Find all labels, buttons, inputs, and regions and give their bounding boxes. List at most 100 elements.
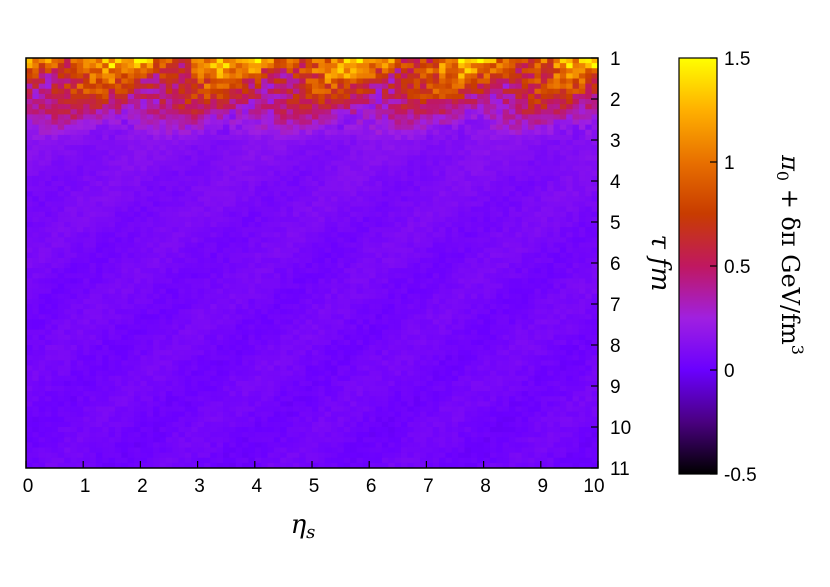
heatmap-cell xyxy=(489,329,497,336)
heatmap-cell xyxy=(566,170,574,177)
heatmap-cell xyxy=(254,109,262,115)
heatmap-cell xyxy=(223,109,230,115)
heatmap-cell xyxy=(114,170,122,177)
heatmap-cell xyxy=(108,247,116,254)
heatmap-cell xyxy=(165,263,173,269)
heatmap-cell xyxy=(292,129,300,136)
heatmap-cell xyxy=(172,134,180,141)
heatmap-cell xyxy=(223,83,230,90)
heatmap-cell xyxy=(191,196,199,203)
heatmap-cell xyxy=(337,329,345,336)
heatmap-cell xyxy=(102,170,110,177)
heatmap-cell xyxy=(153,247,161,254)
heatmap-cell xyxy=(292,222,300,228)
heatmap-cell xyxy=(509,293,516,300)
heatmap-cell xyxy=(140,160,148,167)
heatmap-cell xyxy=(547,319,555,326)
heatmap-cell xyxy=(267,73,275,80)
heatmap-cell xyxy=(45,324,53,331)
heatmap-cell xyxy=(127,319,135,326)
heatmap-cell xyxy=(547,145,555,151)
heatmap-cell xyxy=(299,63,307,69)
heatmap-cell xyxy=(292,58,300,64)
heatmap-cell xyxy=(242,283,250,290)
heatmap-cell xyxy=(184,252,192,259)
heatmap-cell xyxy=(159,237,167,244)
heatmap-cell xyxy=(210,206,218,213)
heatmap-cell xyxy=(95,88,103,95)
heatmap-cell xyxy=(235,339,243,346)
heatmap-cell xyxy=(121,232,129,238)
heatmap-cell xyxy=(458,73,466,80)
heatmap-cell xyxy=(585,129,593,136)
heatmap-cell xyxy=(203,175,211,182)
heatmap-cell xyxy=(553,119,561,126)
heatmap-cell xyxy=(420,273,427,279)
heatmap-cell xyxy=(394,114,402,121)
heatmap-cell xyxy=(305,257,313,264)
heatmap-cell xyxy=(420,196,427,203)
heatmap-cell xyxy=(312,227,319,233)
heatmap-cell xyxy=(210,114,218,121)
heatmap-cell xyxy=(540,134,548,141)
heatmap-cell xyxy=(369,119,377,126)
heatmap-cell xyxy=(572,324,580,331)
heatmap-cell xyxy=(172,175,180,182)
heatmap-cell xyxy=(172,268,180,274)
heatmap-cell xyxy=(64,114,72,121)
heatmap-cell xyxy=(273,314,281,320)
heatmap-cell xyxy=(547,186,555,192)
heatmap-cell xyxy=(127,252,135,259)
heatmap-cell xyxy=(426,263,434,269)
heatmap-cell xyxy=(114,252,122,259)
heatmap-cell xyxy=(70,186,78,192)
heatmap-cell xyxy=(337,186,345,192)
heatmap-cell xyxy=(413,88,421,95)
heatmap-cell xyxy=(121,68,129,74)
heatmap-cell xyxy=(223,145,230,151)
heatmap-cell xyxy=(331,216,339,223)
heatmap-cell xyxy=(203,114,211,121)
heatmap-cell xyxy=(83,206,91,213)
heatmap-cell xyxy=(489,314,497,320)
heatmap-cell xyxy=(553,319,561,326)
heatmap-cell xyxy=(140,119,148,126)
heatmap-cell xyxy=(95,160,103,167)
heatmap-cell xyxy=(203,268,211,274)
heatmap-cell xyxy=(146,288,154,295)
heatmap-cell xyxy=(502,68,510,74)
heatmap-cell xyxy=(483,134,491,141)
heatmap-cell xyxy=(350,134,358,141)
heatmap-cell xyxy=(432,247,440,254)
heatmap-cell xyxy=(191,334,199,341)
heatmap-cell xyxy=(261,247,269,254)
heatmap-cell xyxy=(223,175,230,182)
heatmap-cell xyxy=(439,165,447,172)
heatmap-cell xyxy=(547,160,555,167)
heatmap-cell xyxy=(89,196,97,203)
heatmap-cell xyxy=(197,293,205,300)
heatmap-cell xyxy=(140,309,148,315)
heatmap-cell xyxy=(547,109,555,115)
heatmap-cell xyxy=(286,155,294,162)
heatmap-cell xyxy=(184,196,192,203)
heatmap-cell xyxy=(572,88,580,95)
heatmap-cell xyxy=(337,314,345,320)
heatmap-cell xyxy=(140,109,148,115)
heatmap-cell xyxy=(534,257,542,264)
heatmap-cell xyxy=(286,242,294,249)
heatmap-cell xyxy=(509,83,516,90)
heatmap-cell xyxy=(299,160,307,167)
heatmap-cell xyxy=(483,319,491,326)
heatmap-cell xyxy=(165,278,173,285)
heatmap-cell xyxy=(585,242,593,249)
heatmap-cell xyxy=(159,334,167,341)
heatmap-cell xyxy=(381,175,389,182)
heatmap-cell xyxy=(369,109,377,115)
heatmap-cell xyxy=(242,83,250,90)
heatmap-cell xyxy=(223,63,230,69)
heatmap-cell xyxy=(172,339,180,346)
heatmap-cell xyxy=(38,319,46,326)
heatmap-cell xyxy=(26,58,33,64)
heatmap-cell xyxy=(134,196,141,203)
